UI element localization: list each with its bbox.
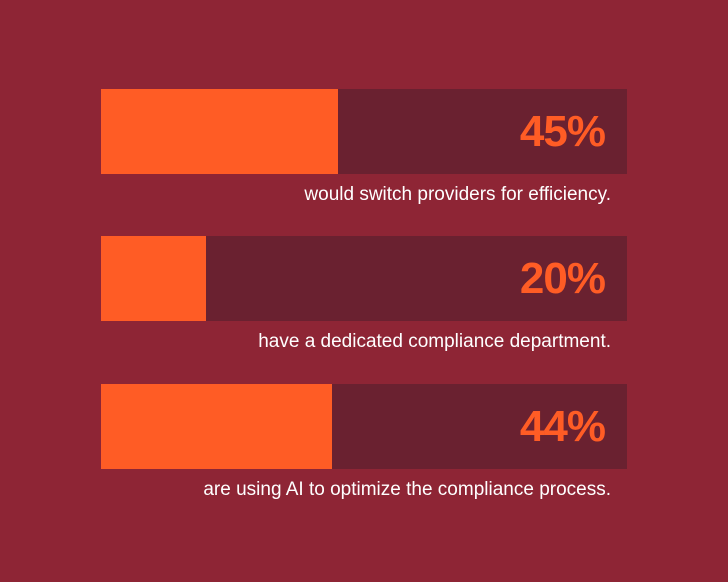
bar-row-1: 20% have a dedicated compliance departme… <box>101 236 627 351</box>
bar-fill <box>101 384 333 469</box>
bar-fill <box>101 89 338 174</box>
bar-caption: are using AI to optimize the compliance … <box>203 479 611 500</box>
percent-label: 45% <box>519 106 606 156</box>
bar-fill <box>101 236 207 321</box>
bar-caption: would switch providers for efficiency. <box>304 184 611 205</box>
bar-track: 45% <box>101 89 627 174</box>
percent-label: 44% <box>519 401 606 451</box>
bar-row-0: 45% would switch providers for efficienc… <box>101 89 627 204</box>
bar-caption: have a dedicated compliance department. <box>258 331 611 352</box>
bar-row-2: 44% are using AI to optimize the complia… <box>101 384 627 499</box>
percent-label: 20% <box>519 253 606 303</box>
bar-track: 44% <box>101 384 627 469</box>
bar-track: 20% <box>101 236 627 321</box>
